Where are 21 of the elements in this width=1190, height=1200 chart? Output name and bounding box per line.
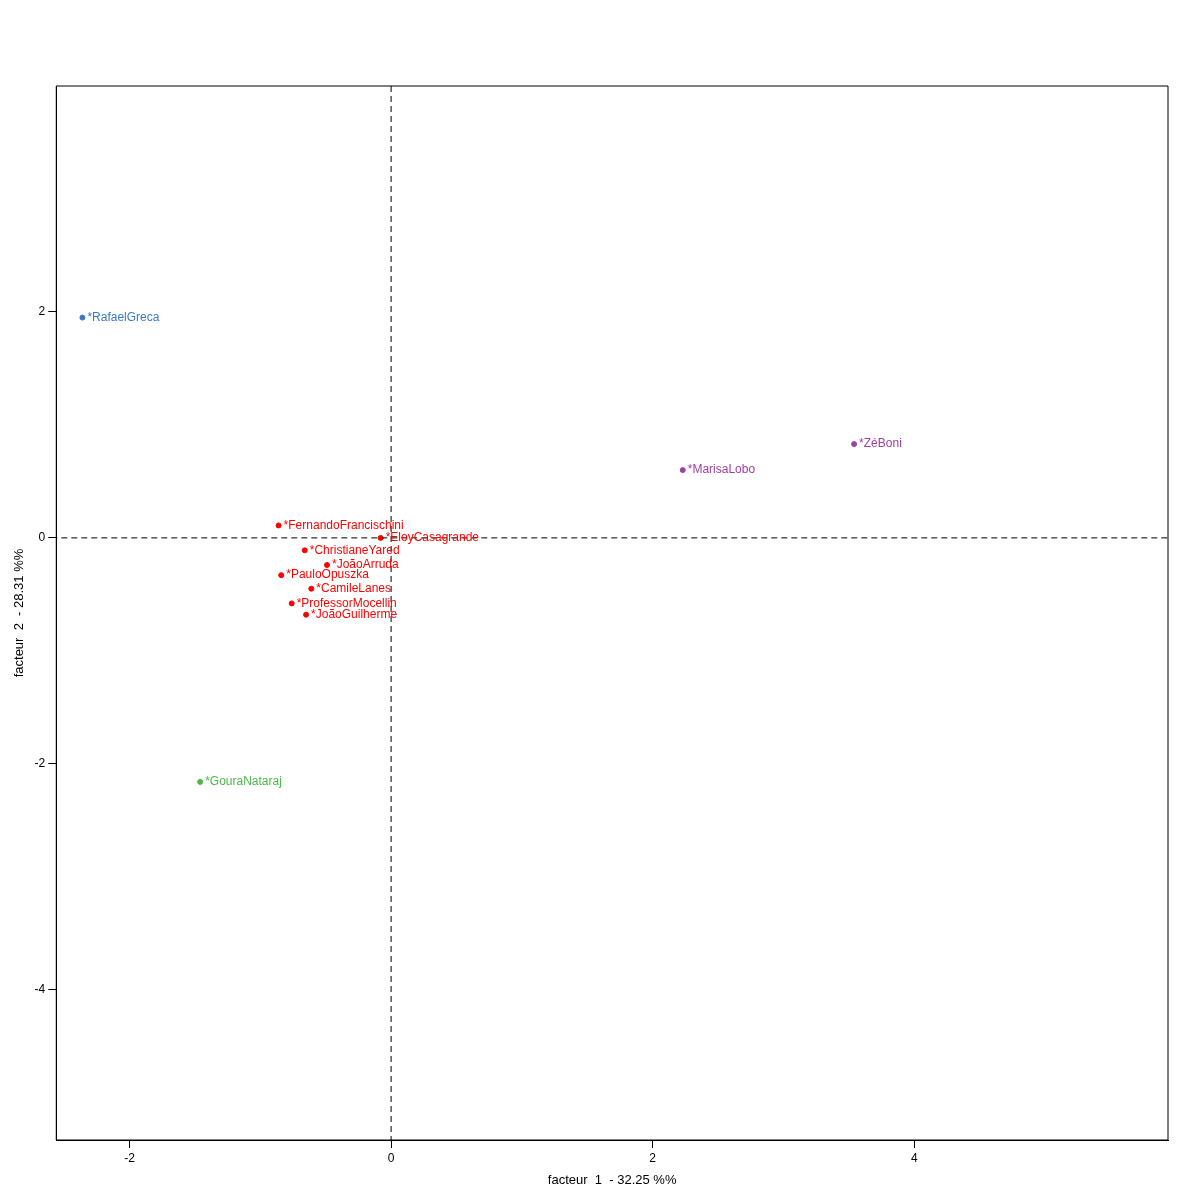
text: *FernandoFrancischini: [283, 517, 404, 532]
text: *CamileLanes: [316, 581, 392, 596]
x-tick-label: 2: [649, 1150, 657, 1165]
text: *GouraNataraj: [205, 774, 282, 789]
x-axis-title: facteur 1 - 32.25 %%: [547, 1171, 677, 1187]
text: *EloyCasagrande: [385, 530, 480, 545]
text: *PauloOpuszka: [286, 567, 370, 582]
x-tick-label: 4: [910, 1150, 918, 1165]
y-tick-label: -4: [34, 982, 46, 997]
text: *ChristianeYared: [309, 542, 400, 557]
y-tick-label: -2: [34, 756, 46, 771]
text: *JoãoGuilherme: [311, 607, 398, 622]
text: *ZéBoni: [859, 436, 902, 451]
y-axis-title: facteur 2 - 28.31 %%: [11, 548, 27, 678]
text: *RafaelGreca: [87, 309, 160, 324]
x-tick-label: -2: [124, 1150, 136, 1165]
y-tick-label: 0: [38, 530, 46, 545]
text: *MarisaLobo: [687, 462, 756, 477]
x-tick-label: 0: [387, 1150, 395, 1165]
text: *ProfessorMocellin: [296, 595, 397, 610]
y-tick-label: 2: [38, 304, 46, 319]
